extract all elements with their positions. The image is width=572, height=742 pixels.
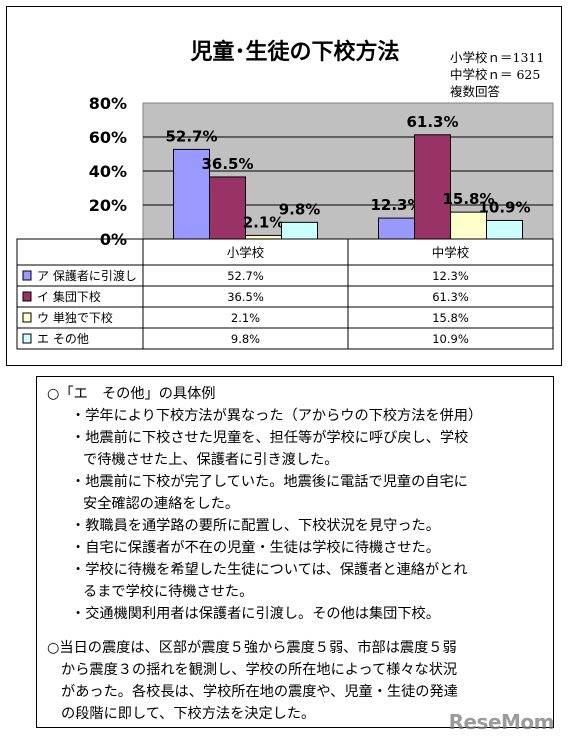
data-label: 61.3% bbox=[406, 113, 458, 131]
y-tick-label: 80% bbox=[89, 94, 127, 113]
table-value: 52.7% bbox=[227, 269, 264, 283]
data-label: 12.3% bbox=[370, 196, 422, 214]
bar bbox=[245, 234, 282, 240]
resemom-watermark: ReseMom bbox=[448, 710, 555, 734]
summary-line: ○当日の震度は、区部が震度５強から震度５弱、市部は震度５弱 bbox=[47, 640, 457, 656]
chart-note: 小学校ｎ＝1311 bbox=[450, 50, 544, 65]
legend-swatch bbox=[22, 312, 32, 323]
bar bbox=[486, 219, 523, 240]
data-label: 9.8% bbox=[279, 200, 321, 218]
table-value: 10.9% bbox=[432, 332, 469, 346]
legend-swatch bbox=[22, 270, 32, 281]
data-label: 15.8% bbox=[442, 190, 494, 208]
legend-label: エ その他 bbox=[37, 332, 89, 346]
note-item: るまで学校に待機させた。 bbox=[83, 584, 254, 600]
notes-box: ○「エ その他」の具体例 ・学年により下校方法が異なった（アからウの下校方法を併… bbox=[36, 376, 554, 728]
note-item: ・教職員を通学路の要所に配置し、下校状況を見守った。 bbox=[71, 518, 440, 534]
bar bbox=[414, 134, 451, 240]
legend-swatch bbox=[22, 291, 32, 302]
spacer bbox=[47, 625, 543, 637]
category-label: 小学校 bbox=[227, 245, 265, 260]
legend-label: ア 保護者に引渡し bbox=[37, 268, 137, 283]
legend-label: ウ 単独で下校 bbox=[37, 310, 113, 325]
table-value: 36.5% bbox=[227, 290, 264, 304]
note-item: ・自宅に保護者が不在の児童・生徒は学校に待機させた。 bbox=[71, 540, 440, 556]
note-item: ・学年により下校方法が異なった（アからウの下校方法を併用） bbox=[71, 408, 483, 424]
chart-note: 複数回答 bbox=[450, 84, 501, 99]
legend-swatch bbox=[22, 333, 32, 344]
summary-line: があった。各校長は、学校所在地の震度や、児童・生徒の発達 bbox=[61, 684, 458, 700]
bar bbox=[281, 221, 318, 240]
chart-note: 中学校ｎ＝ 625 bbox=[450, 67, 540, 82]
data-label: 10.9% bbox=[478, 198, 530, 216]
notes-heading: ○「エ その他」の具体例 bbox=[47, 386, 216, 402]
y-tick-label: 60% bbox=[89, 128, 127, 147]
category-label: 中学校 bbox=[432, 245, 470, 260]
data-label: 52.7% bbox=[165, 127, 217, 145]
chart-title: 児童･生徒の下校方法 bbox=[189, 39, 399, 65]
legend-label: イ 集団下校 bbox=[37, 289, 101, 304]
table-value: 61.3% bbox=[432, 290, 469, 304]
table-value: 2.1% bbox=[231, 311, 260, 325]
data-label: 36.5% bbox=[201, 155, 253, 173]
note-item: ・交通機関利用者は保護者に引渡し。その他は集団下校。 bbox=[71, 606, 440, 622]
table-value: 9.8% bbox=[231, 332, 260, 346]
y-tick-label: 20% bbox=[89, 196, 127, 215]
data-table bbox=[16, 238, 554, 350]
note-item: ・地震前に下校させた児童を、担任等が学校に呼び戻し、学校 bbox=[71, 430, 469, 446]
summary-line: から震度３の揺れを観測し、学校の所在地によって様々な状況 bbox=[61, 662, 458, 678]
bar bbox=[378, 217, 415, 240]
chart-frame: 児童･生徒の下校方法 小学校ｎ＝1311 中学校ｎ＝ 625 複数回答 0% 20% 40%… bbox=[6, 6, 562, 366]
note-item: ・地震前に下校が完了していた。地震後に電話で児童の自宅に bbox=[71, 474, 468, 490]
note-item: で待機させた上、保護者に引き渡した。 bbox=[83, 452, 339, 468]
table-value: 15.8% bbox=[432, 311, 469, 325]
note-item: 安全確認の連絡をした。 bbox=[83, 496, 240, 512]
data-label: 2.1% bbox=[243, 213, 285, 231]
table-value: 12.3% bbox=[432, 269, 469, 283]
note-item: ・学校に待機を希望した生徒については、保護者と連絡がとれ bbox=[71, 562, 468, 578]
summary-line: の段階に即して、下校方法を決定した。 bbox=[61, 706, 316, 722]
bar bbox=[209, 176, 246, 240]
y-tick-label: 40% bbox=[89, 162, 127, 181]
